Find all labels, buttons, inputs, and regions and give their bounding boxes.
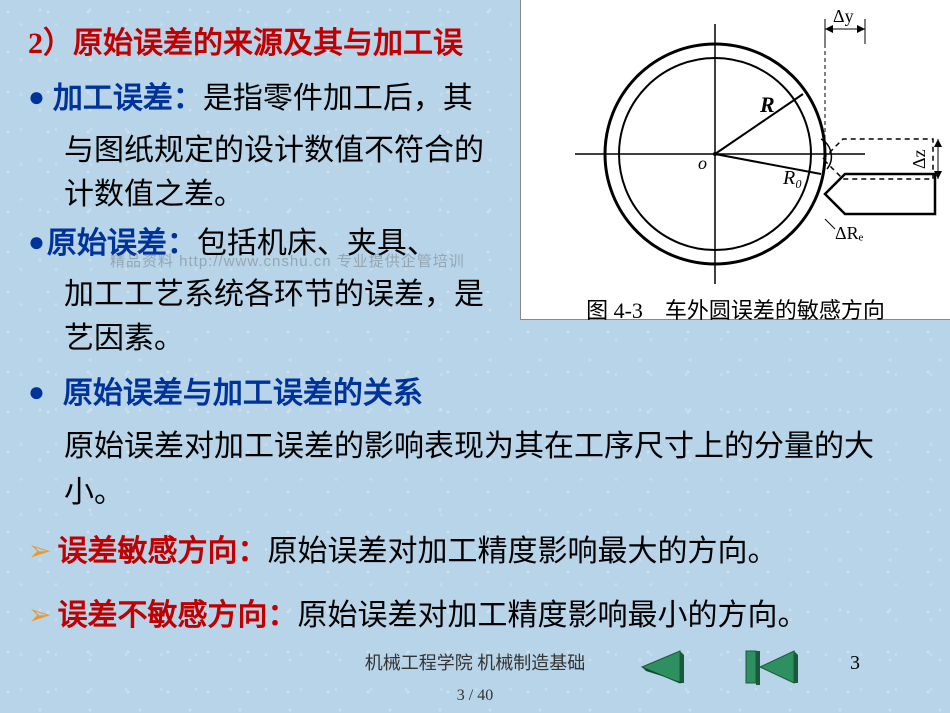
nav-prev-button[interactable]	[638, 649, 684, 685]
svg-text:Δy: Δy	[833, 6, 854, 26]
arrow-item: ➢ 误差不敏感方向：原始误差对加工精度影响最小的方向。	[28, 593, 922, 640]
page-number: 3	[850, 652, 860, 675]
paragraph-text: 原始误差对加工误差的影响表现为其在工序尺寸上的分量的大小。	[64, 424, 922, 517]
sub-page-number: 3 / 40	[0, 687, 950, 705]
term-red: 误差敏感方向：	[57, 535, 267, 568]
svg-text:o: o	[698, 153, 707, 173]
figure-caption: 图 4-3 车外圆误差的敏感方向	[525, 293, 946, 325]
arrow-text: 原始误差对加工精度影响最小的方向。	[297, 599, 807, 632]
footer-text: 机械工程学院 机械制造基础	[0, 649, 950, 675]
nav-buttons	[638, 649, 790, 685]
svg-text:R: R	[759, 92, 775, 117]
arrow-item: ➢ 误差敏感方向：原始误差对加工精度影响最大的方向。	[28, 529, 922, 576]
bullet-item: ● 原始误差与加工误差的关系	[28, 371, 922, 418]
arrow-icon: ➢	[28, 593, 51, 636]
svg-text:ΔRₑ: ΔRₑ	[835, 223, 864, 243]
svg-text:Δz: Δz	[909, 149, 929, 169]
bullet-cont: 计数值之差。	[64, 169, 538, 213]
figure-diagram: o R R₀ Δy ΔRₑ Δz	[520, 0, 950, 320]
arrow-text: 原始误差对加工精度影响最大的方向。	[267, 535, 777, 568]
bullet-cont: 与图纸规定的设计数值不符合的	[64, 125, 538, 169]
arrow-icon: ➢	[28, 529, 51, 572]
term-blue: 原始误差与加工误差的关系	[63, 371, 423, 418]
svg-text:R₀: R₀	[782, 167, 802, 189]
heading-number: 2）	[28, 27, 73, 60]
section-heading: 2）原始误差的来源及其与加工误	[28, 18, 538, 62]
bullet-disc-icon: ●	[28, 76, 45, 119]
term-red: 误差不敏感方向：	[57, 599, 297, 632]
term-blue: 加工误差：	[53, 82, 203, 115]
watermark-text: 精品资料 http://www.cnshu.cn 专业提供企管培训	[110, 250, 465, 271]
bullet-disc-icon: ●	[28, 371, 45, 414]
nav-first-button[interactable]	[744, 649, 790, 685]
turning-error-diagram: o R R₀ Δy ΔRₑ Δz	[525, 4, 945, 284]
bullet-disc-icon: ●	[28, 221, 45, 264]
bullet-text: 是指零件加工后，其	[203, 82, 473, 115]
bullet-item: ● 加工误差：是指零件加工后，其	[28, 76, 538, 123]
bullet-cont: 艺因素。	[64, 313, 538, 357]
bullet-cont: 加工工艺系统各环节的误差，是	[64, 269, 538, 313]
heading-title: 原始误差的来源及其与加工误	[73, 27, 463, 60]
